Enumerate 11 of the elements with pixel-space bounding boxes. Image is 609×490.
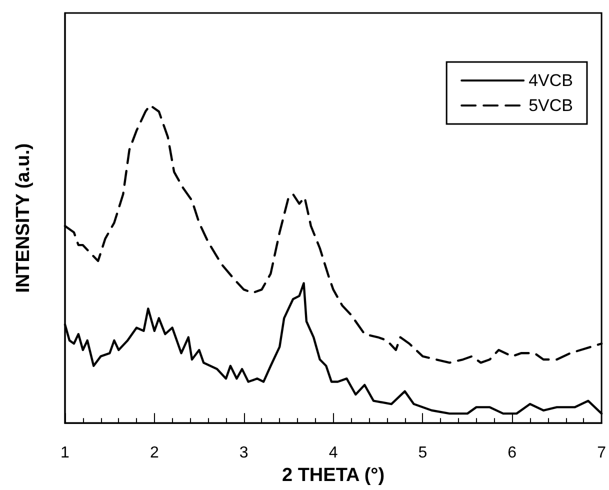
x-tick-label: 7 <box>597 444 606 462</box>
x-tick-label: 5 <box>418 444 428 462</box>
x-tick-label: 2 <box>150 444 159 462</box>
x-tick-label: 3 <box>239 444 248 462</box>
y-axis-title: INTENSITY (a.u.) <box>13 143 34 293</box>
x-tick-label: 4 <box>328 444 338 462</box>
x-tick-label: 1 <box>60 444 70 462</box>
x-tick-label: 6 <box>508 444 517 462</box>
legend-label: 4VCB <box>528 71 574 90</box>
x-axis-title: 2 THETA (°) <box>282 465 385 486</box>
legend-label: 5VCB <box>528 96 574 115</box>
